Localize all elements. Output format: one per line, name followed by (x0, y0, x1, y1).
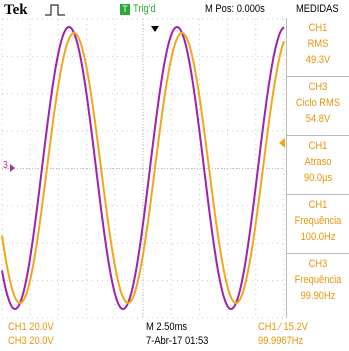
channel: CH1 (292, 20, 345, 36)
trigger-status: Trig'd (133, 3, 156, 15)
position: M Pos: 0.000s (205, 3, 265, 15)
timebase: M 2.50ms (146, 321, 187, 333)
label: Frequência (292, 272, 345, 288)
trigger-badge: T (120, 4, 130, 15)
graticule (0, 18, 286, 319)
ch3-scale: CH3 20.0V (8, 335, 54, 347)
scope-screen: Tek T Trig'd M Pos: 0.000s MEDIDAS 3 CH1… (0, 0, 349, 351)
value: 90.0µs (292, 170, 345, 186)
value: 49.3V (292, 52, 345, 68)
channel: CH1 (292, 138, 345, 154)
value: 54.8V (292, 111, 345, 127)
pulse-icon (44, 3, 66, 17)
trigger-level: CH1 ⁄ 15.2V (258, 321, 308, 333)
channel: CH1 (292, 197, 345, 213)
menu-title: MEDIDAS (296, 3, 339, 15)
trigger-position-marker (151, 26, 159, 32)
ch3-marker-arrow (10, 164, 15, 172)
ch3-marker: 3 (3, 160, 8, 171)
label: RMS (292, 36, 345, 52)
value: 99.90Hz (292, 288, 345, 304)
frequency: 99.9967Hz (258, 335, 303, 347)
brand: Tek (4, 2, 28, 19)
label: Atraso (292, 154, 345, 170)
channel: CH3 (292, 256, 345, 272)
value: 100.0Hz (292, 229, 345, 245)
channel: CH3 (292, 79, 345, 95)
label: Ciclo RMS (292, 95, 345, 111)
ch1-scale: CH1 20.0V (8, 321, 54, 333)
label: Frequência (292, 213, 345, 229)
trigger-level-marker (279, 138, 285, 148)
datetime: 7-Abr-17 01:53 (146, 335, 208, 347)
